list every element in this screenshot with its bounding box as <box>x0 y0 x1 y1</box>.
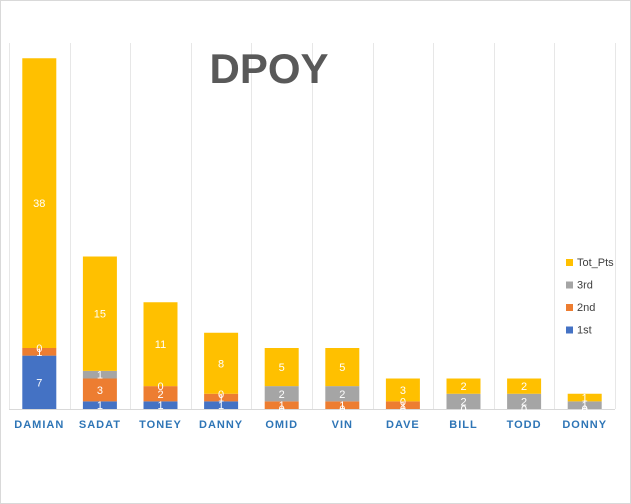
chart-title: DPOY <box>209 45 328 92</box>
legend-swatch-2nd <box>566 304 573 311</box>
bar-segment-1st-sadat <box>82 401 117 409</box>
bar-segment-3rd-donny <box>567 401 602 409</box>
data-label-3rd-donny: 1 <box>582 400 588 412</box>
bar-segment-tot-pts-bill <box>446 378 481 394</box>
legend-label-tot-pts: Tot_Pts <box>577 257 614 269</box>
data-label-1st-toney: 1 <box>157 400 163 412</box>
data-label-1st-vin: 0 <box>339 404 345 416</box>
bar-segment-tot-pts-donny <box>567 393 602 402</box>
data-label-1st-sadat: 1 <box>97 400 103 412</box>
data-label-2nd-toney: 2 <box>157 389 163 401</box>
data-label-2nd-bill: 0 <box>460 404 466 416</box>
data-label-1st-bill: 0 <box>460 404 466 416</box>
bar-segment-tot-pts-danny <box>204 332 239 394</box>
category-label-damian: DAMIAN <box>14 419 64 431</box>
category-label-omid: OMID <box>265 419 298 431</box>
category-label-donny: DONNY <box>562 419 607 431</box>
data-label-tot-pts-dave: 3 <box>400 385 406 397</box>
data-label-3rd-omid: 2 <box>279 389 285 401</box>
bar-segment-tot-pts-toney <box>143 302 178 387</box>
data-label-3rd-sadat: 1 <box>97 370 103 382</box>
data-label-tot-pts-todd: 2 <box>521 381 527 393</box>
bar-segment-2nd-vin <box>325 401 360 409</box>
bar-segment-2nd-danny <box>204 393 239 402</box>
data-label-tot-pts-danny: 8 <box>218 358 224 370</box>
bar-segment-1st-damian <box>22 355 57 409</box>
bar-segment-tot-pts-vin <box>325 348 360 387</box>
category-label-bill: BILL <box>449 419 477 431</box>
data-label-tot-pts-bill: 2 <box>460 381 466 393</box>
data-label-tot-pts-sadat: 15 <box>94 309 106 321</box>
bar-segment-3rd-omid <box>264 386 299 402</box>
data-label-3rd-vin: 2 <box>339 389 345 401</box>
bar-segment-2nd-omid <box>264 401 299 409</box>
data-label-2nd-omid: 1 <box>279 400 285 412</box>
legend-label-1st: 1st <box>577 325 592 337</box>
bar-segment-tot-pts-dave <box>385 378 420 402</box>
bar-segment-2nd-toney <box>143 386 178 402</box>
data-label-2nd-todd: 0 <box>521 404 527 416</box>
bar-segment-1st-danny <box>204 401 239 409</box>
category-label-todd: TODD <box>507 419 542 431</box>
data-label-2nd-danny: 1 <box>218 393 224 405</box>
data-label-tot-pts-toney: 11 <box>155 339 166 351</box>
data-label-1st-damian: 7 <box>36 377 42 389</box>
legend: Tot_Pts 3rd 2nd 1st <box>566 257 614 337</box>
data-labels: 7103813115120111108012501250103002200220… <box>33 198 588 416</box>
bar-segment-tot-pts-sadat <box>82 256 117 371</box>
data-label-1st-danny: 1 <box>218 400 224 412</box>
data-label-3rd-damian: 0 <box>36 343 42 355</box>
bar-segment-tot-pts-omid <box>264 348 299 387</box>
data-label-3rd-danny: 0 <box>218 389 224 401</box>
bar-segment-3rd-sadat <box>82 370 117 379</box>
data-label-2nd-damian: 1 <box>36 347 42 359</box>
legend-swatch-3rd <box>566 281 573 289</box>
category-label-sadat: SADAT <box>79 419 121 431</box>
bar-stacks <box>22 58 602 409</box>
data-label-3rd-toney: 0 <box>157 381 163 393</box>
data-label-tot-pts-vin: 5 <box>339 362 345 374</box>
category-labels: DAMIAN SADAT TONEY DANNY OMID VIN DAVE BILL TODD… <box>14 419 607 431</box>
legend-swatch-tot-pts <box>566 259 573 266</box>
data-label-1st-dave: 0 <box>400 404 406 416</box>
bar-segment-3rd-bill <box>446 393 481 409</box>
data-label-tot-pts-omid: 5 <box>279 362 285 374</box>
data-label-tot-pts-donny: 1 <box>582 393 588 405</box>
legend-label-2nd: 2nd <box>577 302 595 314</box>
data-label-tot-pts-damian: 38 <box>33 198 45 210</box>
bar-segment-2nd-dave <box>385 401 420 409</box>
category-label-danny: DANNY <box>199 419 243 431</box>
vertical-gridlines <box>9 43 616 409</box>
bar-segment-tot-pts-damian <box>22 58 57 348</box>
category-label-vin: VIN <box>332 419 353 431</box>
bar-segment-tot-pts-todd <box>507 378 542 394</box>
bar-segment-2nd-sadat <box>82 378 117 402</box>
data-label-3rd-dave: 0 <box>400 396 406 408</box>
category-label-dave: DAVE <box>386 419 420 431</box>
bar-segment-3rd-todd <box>507 393 542 409</box>
legend-label-3rd: 3rd <box>577 280 593 292</box>
data-label-3rd-bill: 2 <box>460 396 466 408</box>
data-label-2nd-donny: 0 <box>582 404 588 416</box>
data-label-2nd-sadat: 3 <box>97 385 103 397</box>
data-label-2nd-vin: 1 <box>339 400 345 412</box>
data-label-3rd-todd: 2 <box>521 396 527 408</box>
bar-segment-2nd-damian <box>22 348 57 356</box>
legend-swatch-1st <box>566 326 573 334</box>
data-label-2nd-dave: 1 <box>400 400 406 412</box>
data-label-1st-donny: 0 <box>582 404 588 416</box>
data-label-1st-todd: 0 <box>521 404 527 416</box>
bar-segment-1st-toney <box>143 401 178 409</box>
category-label-toney: TONEY <box>139 419 182 431</box>
bar-segment-3rd-vin <box>325 386 360 402</box>
data-label-1st-omid: 0 <box>279 404 285 416</box>
